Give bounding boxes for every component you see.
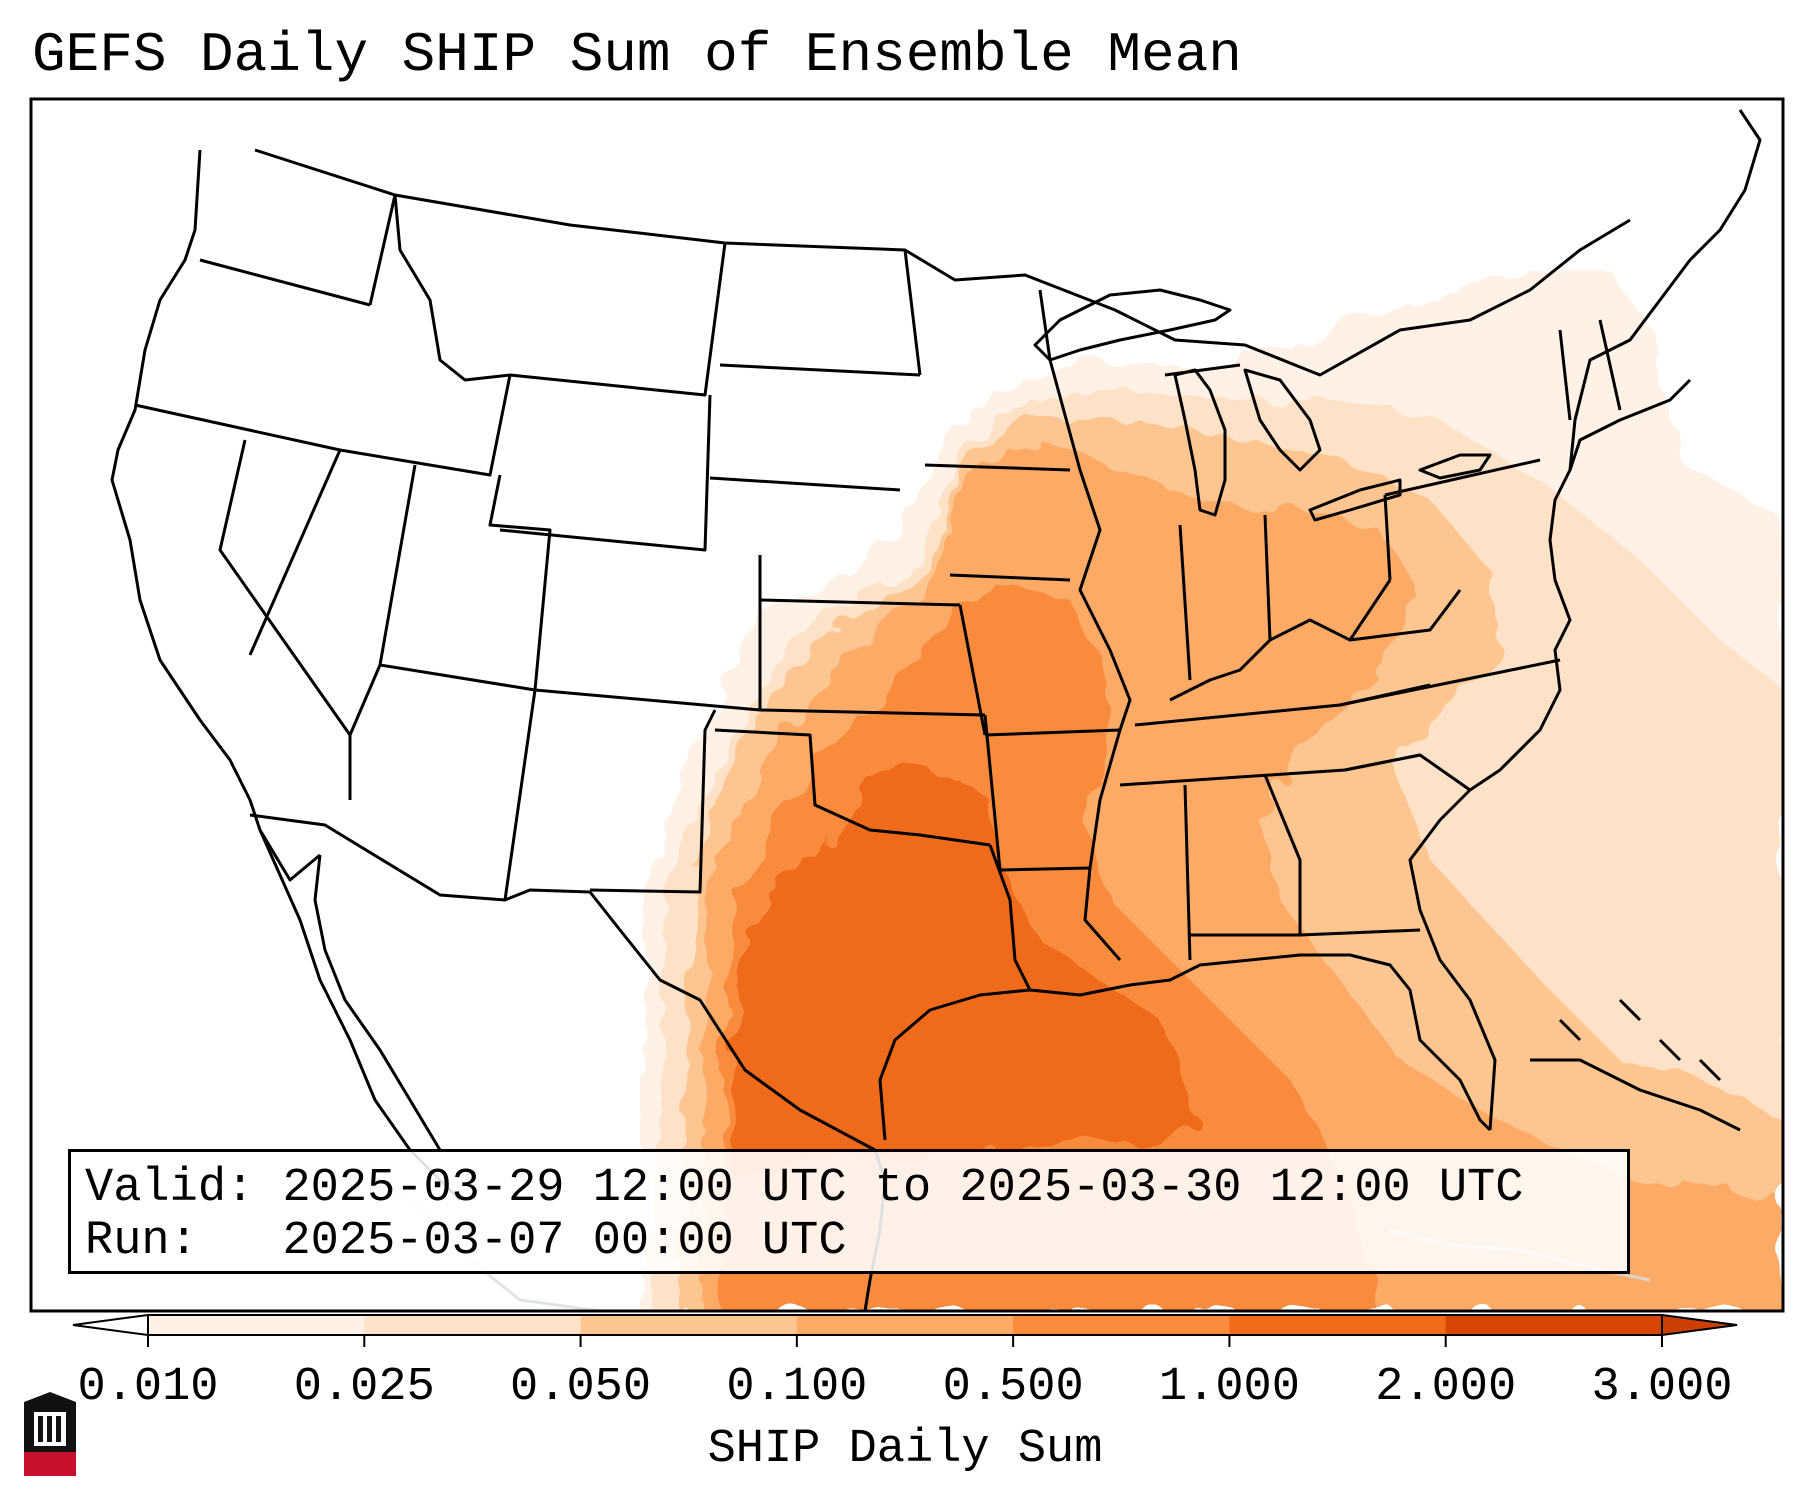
ca-nv [218, 439, 352, 800]
mn-ia [924, 463, 1071, 472]
colorbar-segment [1229, 1315, 1447, 1335]
colorbar-tick-label: 0.050 [510, 1361, 652, 1414]
state-borders [134, 194, 1622, 991]
new-england-coast [1568, 109, 1762, 471]
ok-tx [714, 728, 991, 847]
lake-ontario [1418, 453, 1492, 480]
valid-run-info-box: Valid: 2025-03-29 12:00 UTC to 2025-03-3… [68, 1149, 1630, 1274]
shade-level-6 [730, 770, 1200, 1180]
colorbar [72, 1313, 1738, 1347]
id-mt [393, 194, 511, 382]
run-value: 2025-03-07 00:00 UTC [282, 1215, 847, 1268]
colorbar-tick-label: 0.500 [942, 1361, 1084, 1414]
colorbar-segment [796, 1315, 1014, 1335]
wa-or [199, 258, 371, 307]
nc-sc-ga [1344, 753, 1471, 792]
ms-al [1183, 784, 1192, 961]
mississippi-river [1038, 289, 1132, 961]
valid-value: 2025-03-29 12:00 UTC to 2025-03-30 12:00… [282, 1162, 1524, 1215]
nm-tx [589, 709, 717, 894]
baja-coast [313, 854, 442, 1151]
shade-level-6b [860, 760, 970, 830]
run-label: Run: [85, 1215, 198, 1268]
or-id-wy [368, 194, 397, 306]
us-mexico-border [249, 813, 887, 1181]
ne-ks [759, 598, 961, 607]
niu-logo [24, 1392, 76, 1476]
nd-sd [719, 363, 921, 377]
nd-mn [903, 249, 922, 376]
cuba-coast [1530, 1058, 1741, 1132]
sd-ne [709, 476, 901, 492]
map-frame [29, 97, 1785, 1313]
lake-michigan [1173, 368, 1227, 517]
mt-wy [509, 242, 727, 397]
ks-ok [759, 708, 986, 717]
colorbar-tick-label: 0.100 [726, 1361, 868, 1414]
wy-co [499, 394, 712, 552]
id-nv-ut [339, 374, 512, 477]
colorbar-outline [147, 1314, 1663, 1336]
colorbar-tick-label: 1.000 [1158, 1361, 1300, 1414]
ok-ar [983, 714, 1002, 871]
ar-la [999, 866, 1091, 872]
az-nm [503, 689, 537, 901]
ks-mo [958, 604, 987, 736]
page-title: GEFS Daily SHIP Sum of Ensemble Mean [32, 23, 1242, 87]
ga-fl [1190, 928, 1421, 937]
oh-pa [1383, 494, 1392, 581]
il-in [1178, 524, 1192, 681]
lake-erie [1308, 478, 1402, 522]
ny-vt-nh [1558, 319, 1622, 421]
in-oh [1263, 514, 1272, 641]
colorbar-extend-high [1661, 1313, 1738, 1337]
colorbar-label: SHIP Daily Sum [707, 1423, 1103, 1476]
colorbar-segment [1013, 1315, 1230, 1335]
colorbar-segment [580, 1315, 798, 1335]
coastlines-and-borders [110, 109, 1762, 1311]
al-ga [1263, 774, 1302, 935]
colorbar-tick-label: 2.000 [1375, 1361, 1517, 1414]
canada-us-border [254, 148, 1631, 377]
pacific-coast [110, 149, 462, 1202]
tx-la [988, 844, 1032, 991]
colorbar-tick-label: 3.000 [1591, 1361, 1733, 1414]
va-nc [1339, 658, 1561, 707]
colorbar-segment [364, 1315, 582, 1335]
atlantic-coast [1408, 378, 1692, 1131]
wv-va [1349, 589, 1462, 642]
colorbar-tick-label: 0.010 [77, 1361, 219, 1414]
colorbar-tick-label: 0.025 [293, 1361, 435, 1414]
lake-superior [1033, 288, 1232, 362]
ia-mo [949, 573, 1071, 582]
lake-huron [1243, 368, 1322, 472]
pa-ny [1384, 458, 1541, 497]
colorbar-segment [148, 1315, 365, 1335]
colorbar-segment [1445, 1315, 1663, 1335]
mo-ar [984, 728, 1121, 737]
colorbar-extend-low [72, 1313, 149, 1337]
mi-border [1164, 363, 1241, 377]
valid-label: Valid: [85, 1162, 255, 1215]
ut-az [379, 474, 552, 692]
gulf-coast [878, 953, 1492, 1141]
